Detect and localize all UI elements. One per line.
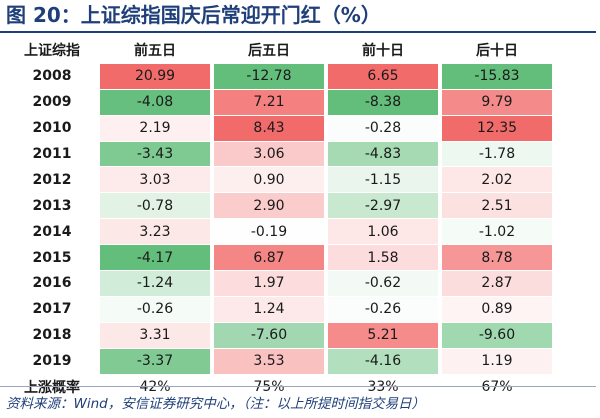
heat-cell: 3.06 (214, 141, 324, 168)
heat-cell: -9.60 (442, 322, 552, 349)
heat-cell: -0.26 (100, 296, 210, 323)
year-label: 2019 (4, 348, 100, 375)
table-row: 2013 -0.78 2.90 -2.97 2.51 (4, 192, 552, 220)
table-row: 2017 -0.26 1.24 -0.26 0.89 (4, 296, 552, 323)
year-label: 2014 (4, 218, 100, 246)
heat-cell: -1.24 (100, 270, 210, 297)
table-row: 2011 -3.43 3.06 -4.83 -1.78 (4, 141, 552, 168)
heat-cell: -4.17 (100, 244, 210, 272)
column-header: 前十日 (328, 38, 438, 64)
column-header: 上证综指 (4, 38, 100, 64)
heat-cell: -4.16 (328, 348, 438, 375)
source-note: 资料来源：Wind，安信证券研究中心，（注：以上所提时间指交易日） (6, 396, 425, 412)
heat-cell: 9.79 (442, 89, 552, 116)
heat-cell: 1.97 (214, 270, 324, 297)
heat-cell: 2.87 (442, 270, 552, 297)
heat-cell: 0.90 (214, 166, 324, 194)
heat-cell: -2.97 (328, 192, 438, 220)
heat-cell: -8.38 (328, 89, 438, 116)
chart-title: 图 20：上证综指国庆后常迎开门红（%） (6, 3, 381, 27)
heat-cell: -1.02 (442, 218, 552, 246)
heat-cell: 1.19 (442, 348, 552, 375)
table-row: 2012 3.03 0.90 -1.15 2.02 (4, 166, 552, 194)
heat-cell: 2.19 (100, 115, 210, 142)
heat-cell: -3.43 (100, 141, 210, 168)
column-header: 后十日 (442, 38, 552, 64)
heat-cell: 5.21 (328, 322, 438, 349)
summary-label: 上涨概率 (4, 374, 100, 401)
summary-cell: 67% (442, 374, 552, 401)
year-label: 2008 (4, 63, 100, 90)
heat-cell: -0.19 (214, 218, 324, 246)
heat-cell: -4.08 (100, 89, 210, 116)
table-row: 2009 -4.08 7.21 -8.38 9.79 (4, 89, 552, 116)
summary-row: 上涨概率 42% 75% 33% 67% (4, 374, 552, 401)
heat-cell: 1.06 (328, 218, 438, 246)
heat-cell: -7.60 (214, 322, 324, 349)
year-label: 2017 (4, 296, 100, 323)
heat-cell: -0.62 (328, 270, 438, 297)
year-label: 2011 (4, 141, 100, 168)
heat-cell: 3.53 (214, 348, 324, 375)
year-label: 2012 (4, 166, 100, 194)
heat-cell: 20.99 (100, 63, 210, 90)
heat-cell: 3.23 (100, 218, 210, 246)
title-divider (0, 31, 596, 33)
table-row: 2019 -3.37 3.53 -4.16 1.19 (4, 348, 552, 375)
heat-cell: -1.78 (442, 141, 552, 168)
heat-cell: 8.78 (442, 244, 552, 272)
heat-cell: 6.65 (328, 63, 438, 90)
heat-cell: 3.03 (100, 166, 210, 194)
heat-cell: 7.21 (214, 89, 324, 116)
table-row: 2016 -1.24 1.97 -0.62 2.87 (4, 270, 552, 297)
heat-cell: -3.37 (100, 348, 210, 375)
heat-cell: -0.28 (328, 115, 438, 142)
column-header: 前五日 (100, 38, 210, 64)
heat-cell: -15.83 (442, 63, 552, 90)
heat-cell: 1.58 (328, 244, 438, 272)
year-label: 2018 (4, 322, 100, 349)
heat-cell: 8.43 (214, 115, 324, 142)
table-row: 2014 3.23 -0.19 1.06 -1.02 (4, 218, 552, 246)
heat-cell: 1.24 (214, 296, 324, 323)
heat-cell: 2.02 (442, 166, 552, 194)
header-row: 上证综指 前五日 后五日 前十日 后十日 (4, 38, 552, 64)
year-label: 2015 (4, 244, 100, 272)
heat-cell: 0.89 (442, 296, 552, 323)
year-label: 2010 (4, 115, 100, 142)
table-row: 2015 -4.17 6.87 1.58 8.78 (4, 244, 552, 272)
bottom-divider (0, 386, 596, 387)
summary-cell: 75% (214, 374, 324, 401)
year-label: 2009 (4, 89, 100, 116)
heat-cell: 2.51 (442, 192, 552, 220)
heat-cell: 6.87 (214, 244, 324, 272)
heat-cell: -0.26 (328, 296, 438, 323)
summary-cell: 33% (328, 374, 438, 401)
year-label: 2016 (4, 270, 100, 297)
heatmap-table: 上证综指 前五日 后五日 前十日 后十日 2008 20.99 -12.78 6.65… (4, 38, 552, 401)
heat-cell: -0.78 (100, 192, 210, 220)
table-row: 2008 20.99 -12.78 6.65 -15.83 (4, 63, 552, 90)
table-row: 2018 3.31 -7.60 5.21 -9.60 (4, 322, 552, 349)
table-row: 2010 2.19 8.43 -0.28 12.35 (4, 115, 552, 142)
column-header: 后五日 (214, 38, 324, 64)
year-label: 2013 (4, 192, 100, 220)
heat-cell: -1.15 (328, 166, 438, 194)
heat-cell: -4.83 (328, 141, 438, 168)
heat-cell: 3.31 (100, 322, 210, 349)
summary-cell: 42% (100, 374, 210, 401)
heat-cell: 2.90 (214, 192, 324, 220)
heat-cell: 12.35 (442, 115, 552, 142)
heat-cell: -12.78 (214, 63, 324, 90)
